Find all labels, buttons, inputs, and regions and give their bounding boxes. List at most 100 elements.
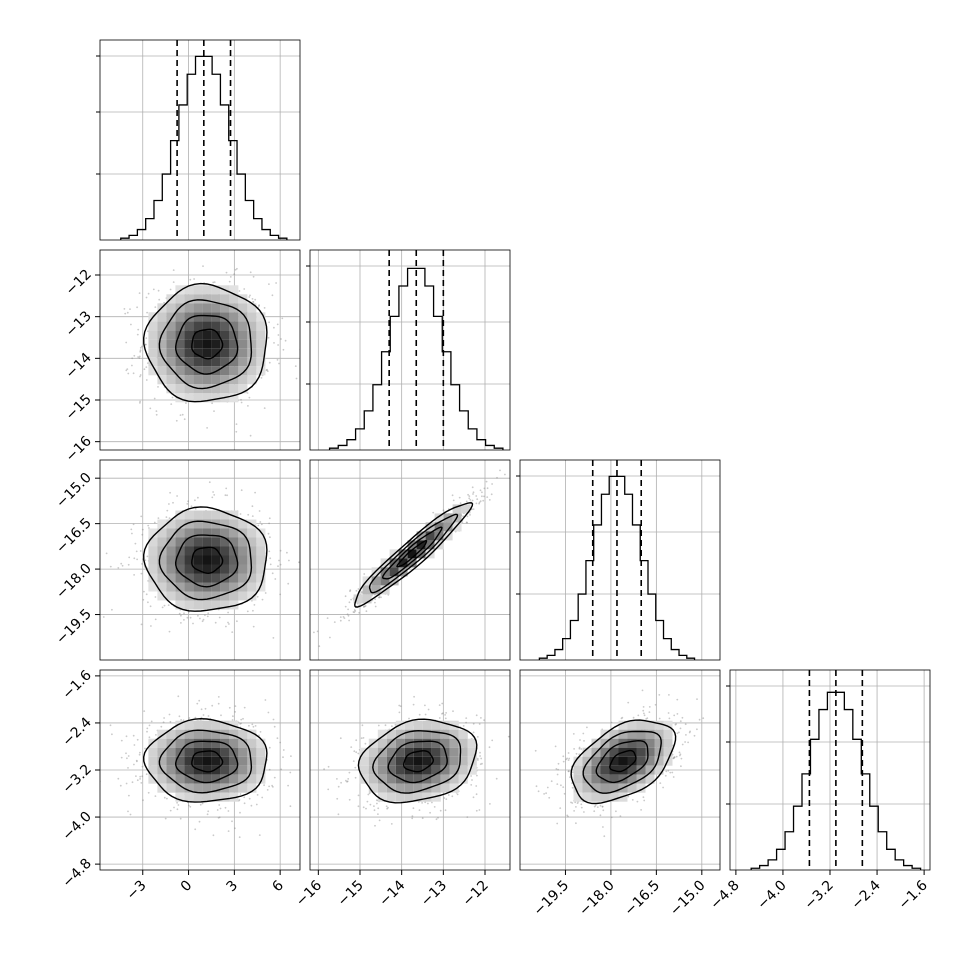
scatter-point bbox=[554, 745, 557, 748]
scatter-point bbox=[126, 311, 129, 314]
scatter-point bbox=[138, 357, 141, 359]
scatter-point bbox=[202, 265, 204, 267]
density-cell bbox=[229, 312, 239, 322]
scatter-point bbox=[363, 573, 366, 575]
density-cell bbox=[184, 600, 194, 610]
density-cell bbox=[193, 792, 203, 802]
scatter-point bbox=[143, 590, 145, 593]
density-cell bbox=[184, 573, 194, 583]
scatter-point bbox=[284, 339, 287, 342]
scatter-point bbox=[140, 782, 143, 784]
scatter-point bbox=[327, 765, 330, 768]
x-tick-label: −16.5 bbox=[622, 878, 664, 920]
scatter-point bbox=[234, 711, 237, 713]
scatter-point bbox=[228, 623, 230, 625]
density-cell bbox=[636, 756, 646, 766]
scatter-point bbox=[132, 523, 135, 526]
scatter-point bbox=[466, 515, 469, 518]
scatter-point bbox=[258, 305, 260, 307]
scatter-point bbox=[252, 301, 254, 303]
scatter-point bbox=[128, 556, 131, 559]
scatter-point bbox=[172, 501, 174, 504]
contour-line-3 bbox=[142, 506, 268, 612]
scatter-point bbox=[569, 776, 571, 779]
scatter-point bbox=[488, 746, 491, 749]
scatter-point bbox=[138, 292, 141, 294]
density-cell bbox=[166, 582, 176, 592]
scatter-point bbox=[130, 323, 132, 326]
scatter-point bbox=[126, 757, 128, 760]
density-cell bbox=[184, 294, 194, 304]
scatter-point bbox=[465, 500, 468, 503]
density-cell bbox=[645, 729, 655, 739]
scatter-point bbox=[567, 770, 570, 773]
scatter-point bbox=[411, 815, 414, 818]
scatter-point bbox=[148, 527, 150, 529]
density-cell bbox=[157, 366, 167, 376]
scatter-point bbox=[472, 493, 474, 495]
density-cell bbox=[193, 528, 203, 538]
scatter-point bbox=[160, 725, 163, 728]
scatter-point bbox=[429, 811, 431, 814]
density-cell bbox=[645, 720, 655, 730]
scatter-point bbox=[175, 419, 178, 422]
scatter-point bbox=[169, 288, 172, 291]
density-cell bbox=[404, 720, 414, 730]
density-cell bbox=[220, 600, 230, 610]
scatter-point bbox=[186, 616, 189, 619]
density-cell bbox=[256, 357, 266, 367]
density-cell bbox=[220, 582, 230, 592]
density-cell bbox=[184, 393, 194, 403]
scatter-point bbox=[483, 487, 486, 490]
scatter-point bbox=[447, 794, 450, 796]
scatter-point bbox=[144, 559, 147, 562]
scatter-point bbox=[150, 720, 153, 723]
scatter-point bbox=[627, 795, 630, 798]
density-cell bbox=[591, 774, 601, 784]
scatter-point bbox=[352, 760, 355, 762]
density-cell bbox=[193, 582, 203, 592]
density-cell bbox=[220, 384, 230, 394]
scatter-point bbox=[255, 803, 258, 806]
density-cell bbox=[256, 582, 266, 592]
density-cell bbox=[148, 765, 158, 775]
density-cell bbox=[220, 573, 230, 583]
density-cell bbox=[238, 312, 248, 322]
scatter-point bbox=[442, 509, 445, 512]
scatter-point bbox=[164, 817, 167, 820]
scatter-point bbox=[261, 796, 264, 799]
scatter-point bbox=[329, 636, 331, 639]
scatter-point bbox=[252, 725, 255, 728]
x-tick-label: −16 bbox=[293, 877, 325, 909]
scatter-point bbox=[479, 751, 481, 754]
density-cell bbox=[431, 783, 441, 793]
scatter-point bbox=[140, 623, 143, 626]
scatter-point bbox=[269, 536, 271, 539]
scatter-point bbox=[131, 357, 134, 360]
density-cell bbox=[467, 765, 477, 775]
scatter-point bbox=[121, 564, 124, 567]
scatter-point bbox=[261, 598, 264, 601]
density-cell bbox=[211, 285, 221, 295]
density-cell bbox=[398, 567, 408, 577]
density-cell bbox=[193, 546, 203, 556]
scatter-point bbox=[288, 559, 290, 562]
scatter-point bbox=[132, 734, 135, 737]
scatter-point bbox=[361, 590, 363, 593]
scatter-point bbox=[615, 810, 617, 813]
density-cell bbox=[220, 348, 230, 358]
density-cell bbox=[184, 783, 194, 793]
density-cell bbox=[431, 774, 441, 784]
density-cell bbox=[238, 564, 248, 574]
scatter-point bbox=[163, 796, 166, 799]
scatter-point bbox=[339, 619, 342, 622]
scatter-point bbox=[202, 714, 205, 716]
scatter-point bbox=[213, 281, 216, 283]
scatter-point bbox=[362, 737, 365, 739]
density-cell bbox=[157, 528, 167, 538]
density-cell bbox=[256, 537, 266, 547]
scatter-point bbox=[485, 480, 488, 483]
density-cell bbox=[229, 339, 239, 349]
scatter-point bbox=[610, 816, 613, 819]
